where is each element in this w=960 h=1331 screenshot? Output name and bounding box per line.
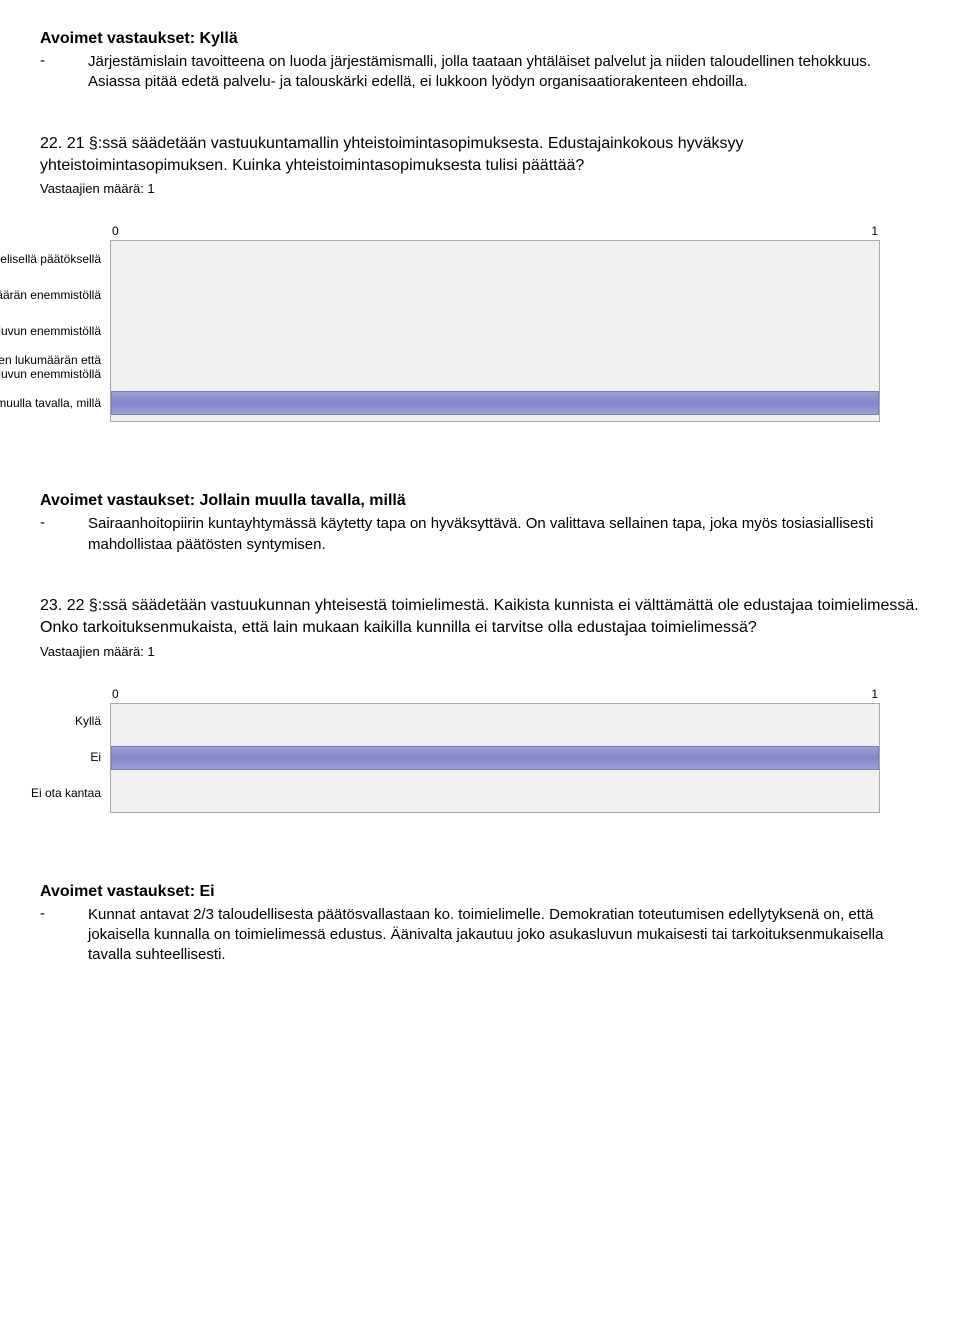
- chart-22-body: Kuntien yksimielisellä päätökselläKuntie…: [110, 240, 880, 422]
- chart-bar-track: [111, 283, 879, 307]
- bullet-row: - Sairaanhoitopiirin kuntayhtymässä käyt…: [40, 514, 920, 555]
- bullet-row: - Järjestämislain tavoitteena on luoda j…: [40, 52, 920, 93]
- axis-max: 1: [871, 687, 878, 701]
- bullet-row: - Kunnat antavat 2/3 taloudellisesta pää…: [40, 905, 920, 966]
- chart-22: 0 1 Kuntien yksimielisellä päätökselläKu…: [110, 224, 880, 422]
- bullet-text-1: Järjestämislain tavoitteena on luoda jär…: [88, 52, 920, 93]
- bullet-dash: -: [40, 514, 88, 555]
- chart-bar-track: [111, 710, 879, 734]
- chart-row-label: Kuntien yksimielisellä päätöksellä: [0, 252, 111, 266]
- chart-row: Sekä kuntien lukumäärän että asukasluvun…: [111, 349, 879, 385]
- open-answers-heading-1: Avoimet vastaukset: Kyllä: [40, 30, 920, 48]
- axis-min: 0: [112, 687, 119, 701]
- chart-23-body: KylläEiEi ota kantaa: [110, 703, 880, 813]
- chart-row-label: Kuntien lukumäärän enemmistöllä: [0, 288, 111, 302]
- chart-row-label: Ei ota kantaa: [0, 786, 111, 800]
- question-22-title: 22. 21 §:ssä säädetään vastuukuntamallin…: [40, 133, 920, 178]
- bullet-dash: -: [40, 905, 88, 966]
- chart-23: 0 1 KylläEiEi ota kantaa: [110, 687, 880, 813]
- chart-row: Kuntien lukumäärän enemmistöllä: [111, 277, 879, 313]
- chart-23-axis: 0 1: [110, 687, 880, 703]
- question-23-meta: Vastaajien määrä: 1: [40, 644, 920, 659]
- chart-row: Kuntien yksimielisellä päätöksellä: [111, 241, 879, 277]
- chart-row-label: Jollain muulla tavalla, millä: [0, 396, 111, 410]
- bullet-dash: -: [40, 52, 88, 93]
- axis-max: 1: [871, 224, 878, 238]
- question-22-meta: Vastaajien määrä: 1: [40, 181, 920, 196]
- chart-bar-track: [111, 247, 879, 271]
- chart-bar-fill: [111, 391, 879, 415]
- chart-bar-track: [111, 355, 879, 379]
- chart-row-label: Ei: [0, 750, 111, 764]
- open-answers-heading-3: Avoimet vastaukset: Ei: [40, 883, 920, 901]
- chart-row-label: Sekä kuntien lukumäärän että asukasluvun…: [0, 353, 111, 382]
- chart-row: Ei: [111, 740, 879, 776]
- bullet-text-3: Kunnat antavat 2/3 taloudellisesta päätö…: [88, 905, 920, 966]
- chart-row: Kyllä: [111, 704, 879, 740]
- open-answers-heading-2: Avoimet vastaukset: Jollain muulla taval…: [40, 492, 920, 510]
- question-23-title: 23. 22 §:ssä säädetään vastuukunnan yhte…: [40, 595, 920, 640]
- chart-row: Asukasluvun enemmistöllä: [111, 313, 879, 349]
- chart-22-axis: 0 1: [110, 224, 880, 240]
- chart-bar-fill: [111, 746, 879, 770]
- chart-row-label: Asukasluvun enemmistöllä: [0, 324, 111, 338]
- chart-row: Jollain muulla tavalla, millä: [111, 385, 879, 421]
- chart-row-label: Kyllä: [0, 714, 111, 728]
- chart-bar-track: [111, 319, 879, 343]
- chart-bar-track: [111, 391, 879, 415]
- axis-min: 0: [112, 224, 119, 238]
- bullet-text-2: Sairaanhoitopiirin kuntayhtymässä käytet…: [88, 514, 920, 555]
- chart-row: Ei ota kantaa: [111, 776, 879, 812]
- chart-bar-track: [111, 746, 879, 770]
- chart-bar-track: [111, 782, 879, 806]
